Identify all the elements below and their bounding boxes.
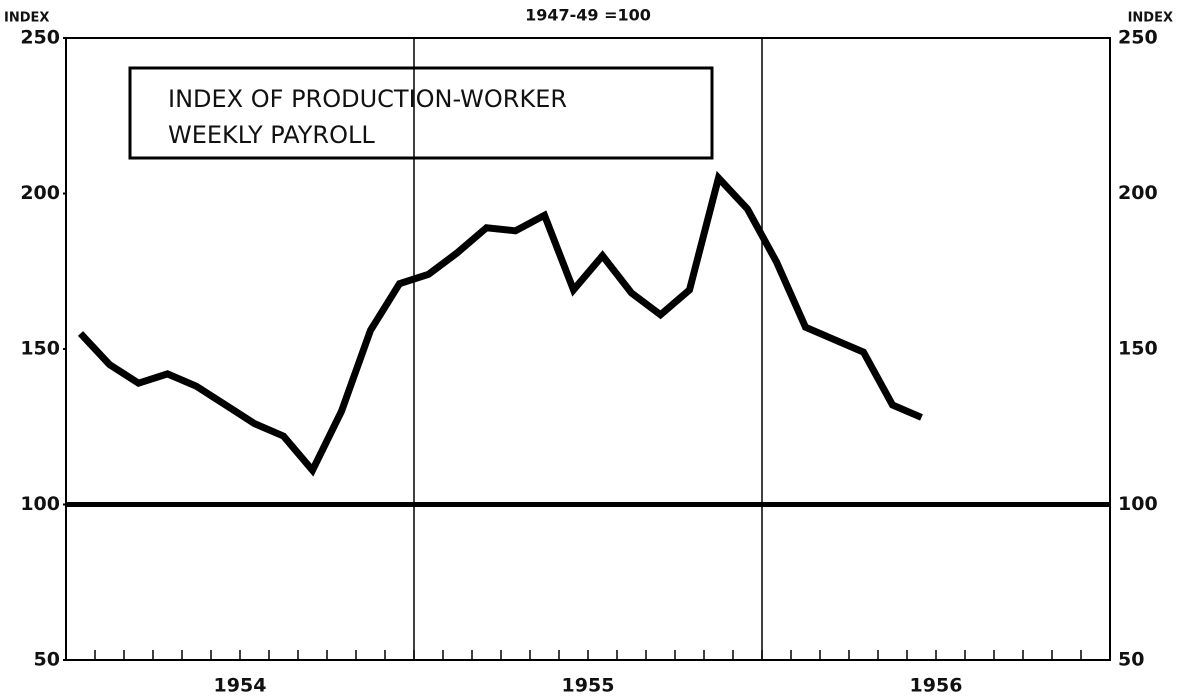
y-tick-label: 250: [20, 27, 60, 49]
y-tick-label-right: 200: [1118, 182, 1158, 204]
annotation-box: [128, 66, 714, 160]
y-tick-label: 200: [20, 182, 60, 204]
y-tick-label-right: 50: [1118, 649, 1144, 671]
y-tick-label: 100: [20, 493, 60, 515]
y-tick-label-right: 100: [1118, 493, 1158, 515]
y-tick-label: 150: [20, 338, 60, 360]
x-year-label: 1954: [214, 675, 267, 697]
y-tick-label: 50: [34, 649, 60, 671]
x-year-label: 1956: [910, 675, 963, 697]
x-year-label: 1955: [562, 675, 615, 697]
y-axis-title-left: INDEX: [4, 11, 49, 26]
subtitle: 1947-49 =100: [525, 6, 651, 25]
y-tick-label-right: 150: [1118, 338, 1158, 360]
annotation: INDEX OF PRODUCTION-WORKER: [168, 85, 567, 113]
annotation: WEEKLY PAYROLL: [168, 121, 375, 149]
y-tick-label-right: 250: [1118, 27, 1158, 49]
data-line: [77, 170, 923, 477]
y-axis-title-right: INDEX: [1128, 11, 1173, 26]
